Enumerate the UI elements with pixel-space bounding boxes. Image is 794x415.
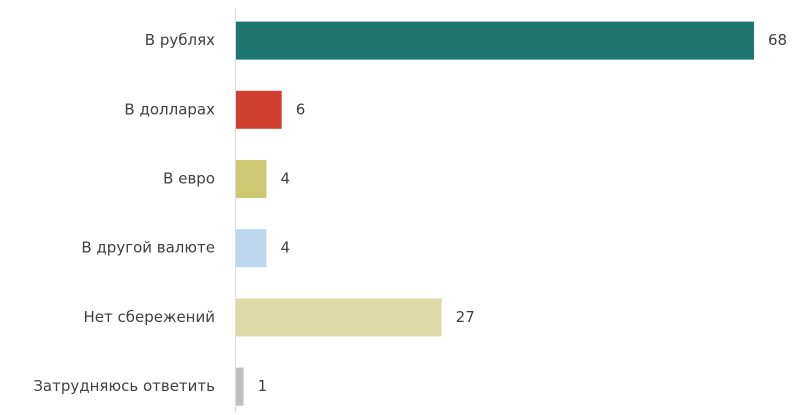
category-label: Нет сбережений xyxy=(83,308,215,326)
value-label: 1 xyxy=(258,377,268,395)
bar xyxy=(236,90,282,129)
bar xyxy=(236,229,267,268)
bar xyxy=(236,367,244,406)
category-label: В рублях xyxy=(145,31,215,49)
category-label: Затрудняюсь ответить xyxy=(33,377,215,395)
category-label: В евро xyxy=(163,170,215,188)
value-label: 4 xyxy=(280,239,290,257)
value-label: 68 xyxy=(768,31,787,49)
value-label: 4 xyxy=(280,170,290,188)
bar xyxy=(236,21,754,60)
value-label: 6 xyxy=(296,100,306,118)
category-label: В другой валюте xyxy=(81,239,215,257)
value-label: 27 xyxy=(456,308,475,326)
bar xyxy=(236,298,442,337)
category-label: В долларах xyxy=(124,100,215,118)
bar xyxy=(236,160,267,198)
